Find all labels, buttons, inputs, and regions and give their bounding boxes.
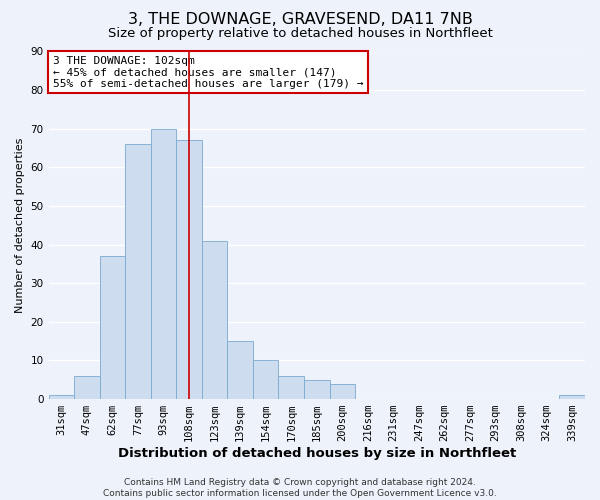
Bar — [49, 395, 74, 399]
Text: Contains HM Land Registry data © Crown copyright and database right 2024.
Contai: Contains HM Land Registry data © Crown c… — [103, 478, 497, 498]
Bar — [227, 341, 253, 399]
Bar — [100, 256, 125, 399]
Bar — [304, 380, 329, 399]
Bar — [278, 376, 304, 399]
Bar — [202, 240, 227, 399]
Bar — [125, 144, 151, 399]
Bar — [74, 376, 100, 399]
Bar — [253, 360, 278, 399]
Bar — [176, 140, 202, 399]
Bar — [559, 395, 585, 399]
Text: 3 THE DOWNAGE: 102sqm
← 45% of detached houses are smaller (147)
55% of semi-det: 3 THE DOWNAGE: 102sqm ← 45% of detached … — [53, 56, 363, 89]
Bar — [329, 384, 355, 399]
Text: 3, THE DOWNAGE, GRAVESEND, DA11 7NB: 3, THE DOWNAGE, GRAVESEND, DA11 7NB — [128, 12, 472, 28]
X-axis label: Distribution of detached houses by size in Northfleet: Distribution of detached houses by size … — [118, 447, 516, 460]
Y-axis label: Number of detached properties: Number of detached properties — [15, 138, 25, 313]
Bar — [151, 128, 176, 399]
Text: Size of property relative to detached houses in Northfleet: Size of property relative to detached ho… — [107, 26, 493, 40]
